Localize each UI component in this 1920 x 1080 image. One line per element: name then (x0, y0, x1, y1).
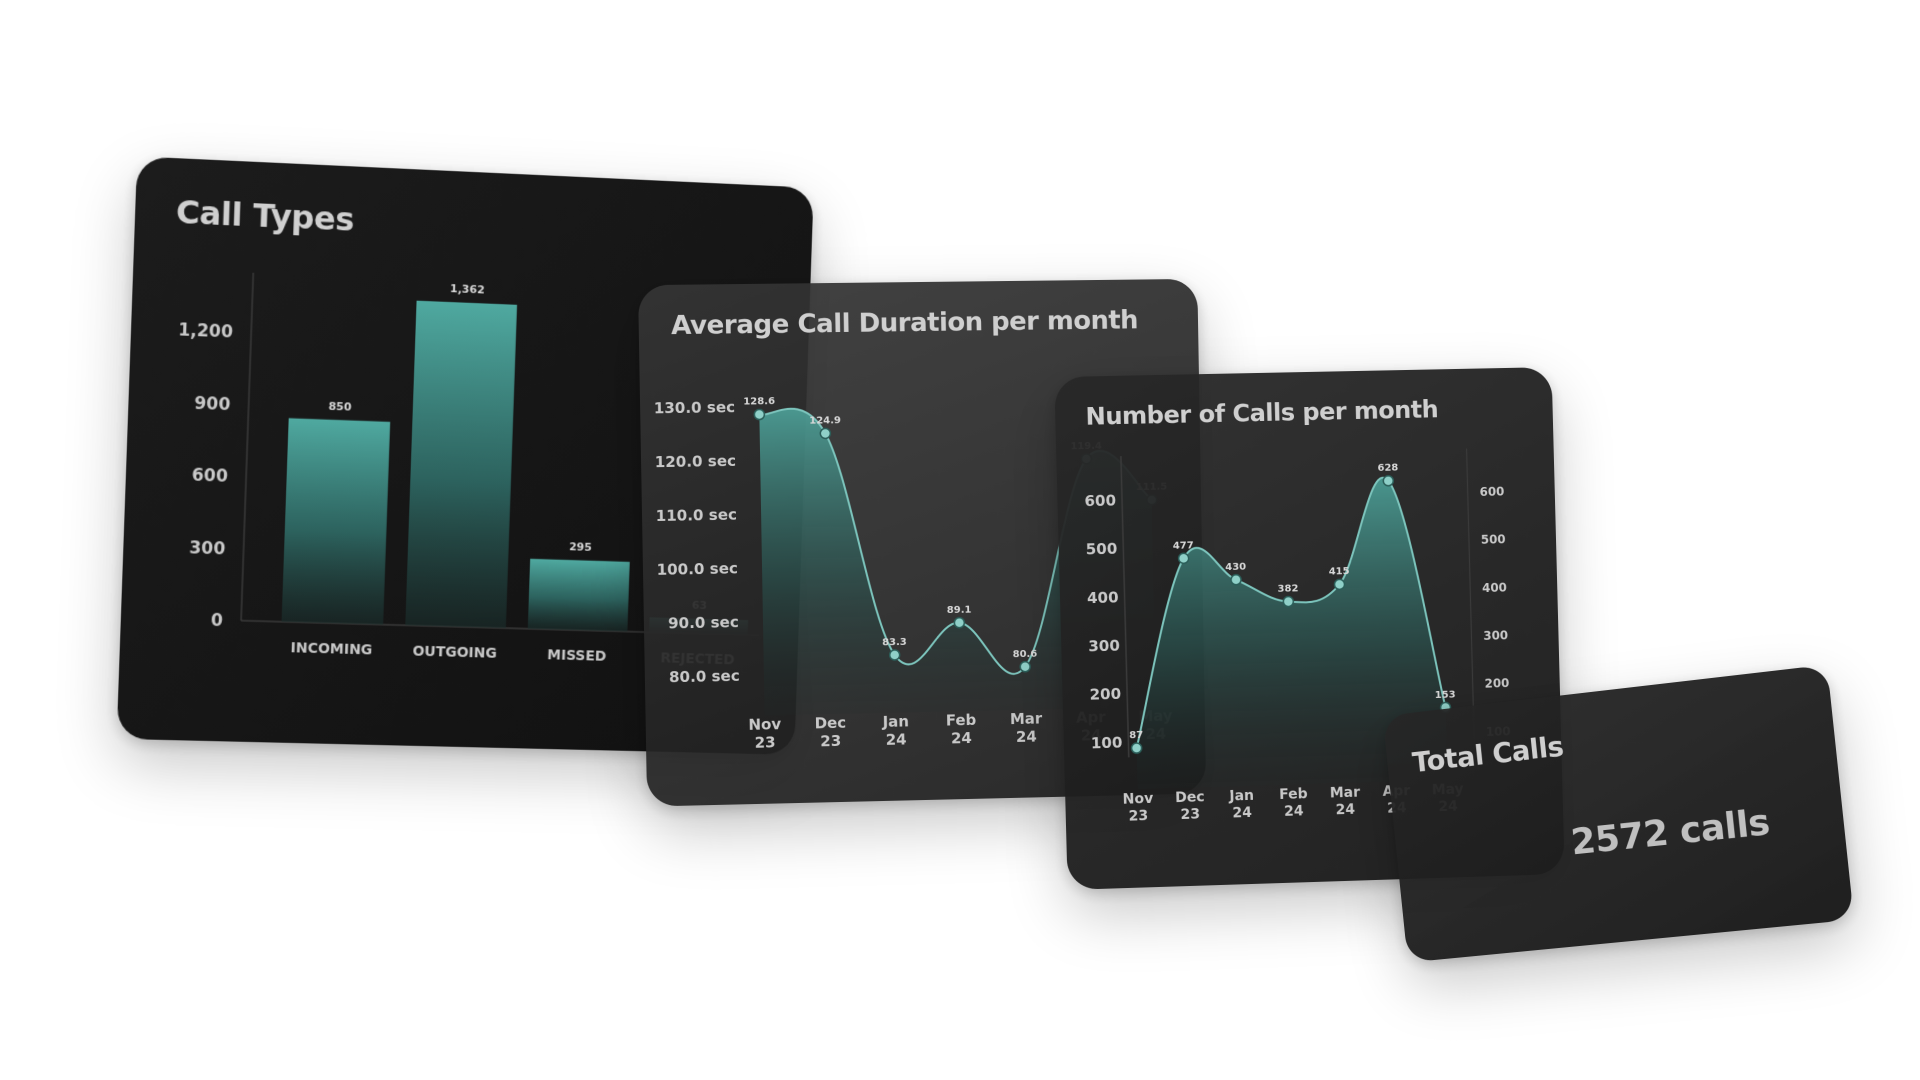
x-tick-label: Jan24 (882, 712, 910, 749)
total-calls-value: 2572 calls (1569, 802, 1771, 864)
x-tick-label: OUTGOING (412, 644, 497, 662)
point-data-label: 430 (1225, 562, 1246, 574)
bar (282, 418, 391, 625)
bar-data-label: 1,362 (450, 282, 485, 296)
point-data-label: 80.6 (1013, 649, 1038, 660)
x-tick-label: Feb24 (1279, 786, 1308, 820)
y-tick-label: 100 (1091, 733, 1123, 752)
y-tick-label: 300 (1088, 637, 1120, 656)
right-y-axis (1467, 449, 1475, 748)
y-tick-label: 600 (191, 466, 228, 487)
total-calls-panel: Total Calls 2572 calls (1383, 665, 1854, 963)
x-tick-label: Mar24 (1010, 710, 1043, 747)
y-tick-label: 400 (1087, 588, 1119, 607)
point-data-label: 628 (1377, 463, 1398, 474)
y-tick-label: 1,200 (178, 321, 233, 343)
x-tick-label: INCOMING (290, 640, 372, 658)
data-point (1020, 662, 1030, 672)
point-data-label: 83.3 (882, 637, 907, 648)
point-data-label: 128.6 (743, 396, 775, 407)
right-y-tick-label: 600 (1479, 485, 1504, 499)
x-tick-label: MISSED (547, 647, 607, 664)
bar (528, 559, 630, 632)
y-tick-label: 130.0 sec (654, 398, 736, 417)
y-tick-label: 80.0 sec (669, 667, 740, 686)
y-tick-label: 500 (1086, 540, 1118, 559)
point-data-label: 415 (1329, 566, 1350, 577)
data-point (890, 650, 900, 660)
data-point (1178, 553, 1188, 563)
x-tick-label: Jan24 (1228, 788, 1255, 822)
point-data-label: 89.1 (947, 604, 972, 615)
x-tick-label: Nov23 (1122, 791, 1153, 825)
y-tick-label: 200 (1089, 685, 1121, 704)
data-point (1383, 476, 1393, 486)
right-y-tick-label: 200 (1484, 676, 1509, 691)
x-tick-label: Nov23 (748, 715, 782, 752)
y-tick-label: 120.0 sec (655, 452, 737, 471)
data-point (754, 409, 764, 419)
x-tick-label: Dec23 (814, 714, 846, 751)
x-tick-label: Feb24 (946, 711, 977, 748)
data-point (1131, 743, 1141, 753)
y-tick-label: 90.0 sec (668, 613, 739, 632)
right-y-tick-label: 300 (1483, 628, 1508, 643)
y-tick-label: 600 (1084, 492, 1116, 511)
data-point (954, 618, 964, 628)
y-axis (1121, 456, 1129, 757)
x-tick-label: Dec23 (1175, 789, 1205, 823)
bar-data-label: 850 (328, 400, 352, 414)
bar-data-label: 295 (569, 540, 592, 554)
y-tick-label: 100.0 sec (656, 559, 738, 579)
data-point (1334, 579, 1344, 589)
right-y-tick-label: 400 (1482, 580, 1507, 595)
point-data-label: 477 (1173, 540, 1194, 552)
data-point (820, 428, 830, 438)
bar (405, 301, 517, 628)
point-data-label: 124.9 (809, 415, 841, 426)
total-calls-title: Total Calls (1411, 729, 1565, 778)
y-tick-label: 300 (189, 538, 226, 559)
point-data-label: 87 (1129, 730, 1143, 741)
y-tick-label: 900 (194, 394, 231, 415)
data-point (1283, 596, 1293, 606)
y-axis (241, 273, 253, 621)
y-tick-label: 110.0 sec (655, 506, 737, 525)
data-point (1231, 575, 1241, 585)
point-data-label: 382 (1277, 583, 1298, 595)
point-data-label: 153 (1435, 689, 1456, 701)
y-tick-label: 0 (210, 611, 223, 631)
x-tick-label: Mar24 (1330, 785, 1361, 819)
right-y-tick-label: 500 (1481, 533, 1506, 548)
